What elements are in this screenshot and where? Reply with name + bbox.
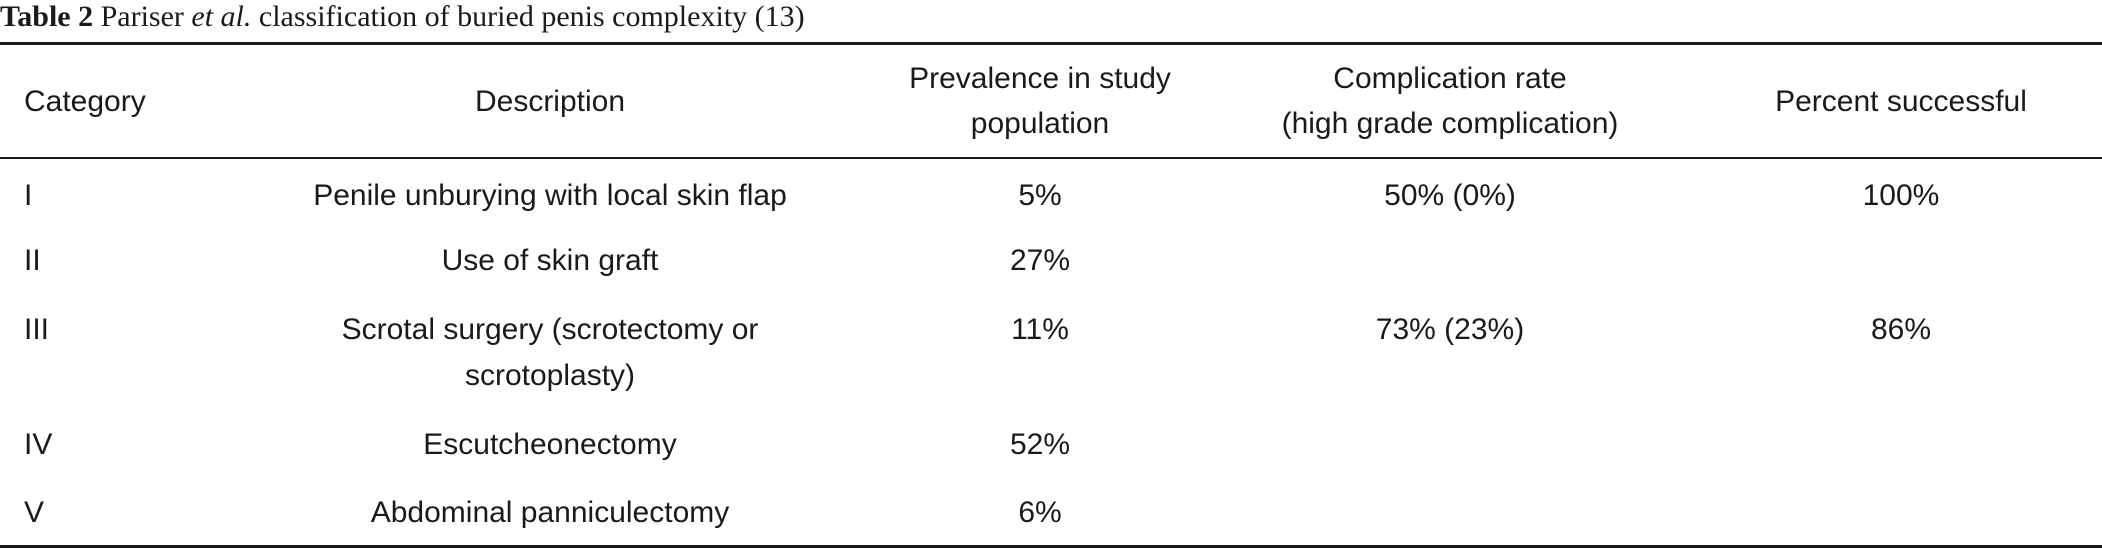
cell-success xyxy=(1700,226,2102,295)
cell-category: II xyxy=(24,244,41,277)
cell-description: Escutcheonectomy xyxy=(423,428,677,461)
header-complication: Complication rate (high grade complicatio… xyxy=(1200,45,1700,157)
cell-description: Penile unburying with local skin flap xyxy=(313,179,787,212)
table-row: III Scrotal surgery (scrotectomy or scrot… xyxy=(0,295,2102,410)
table-row: IV Escutcheonectomy 52% xyxy=(0,410,2102,478)
cell-complication: 73% (23%) xyxy=(1375,313,1525,346)
caption-text-before: Pariser xyxy=(93,0,192,33)
table-header-rule xyxy=(0,157,2102,159)
caption-italic: et al. xyxy=(191,0,252,33)
cell-category: IV xyxy=(24,428,53,461)
cell-prevalence: 52% xyxy=(1009,428,1071,461)
table-row: I Penile unburying with local skin flap … xyxy=(0,157,2102,226)
cell-category: V xyxy=(24,496,45,529)
cell-success: 100% xyxy=(1862,179,1940,212)
table-header-row: Category Description Prevalence in study… xyxy=(0,45,2102,157)
table-top-rule xyxy=(0,42,2102,45)
cell-prevalence: 11% xyxy=(1011,313,1069,346)
cell-success xyxy=(1700,410,2102,478)
caption-text-after: classification of buried penis complexit… xyxy=(251,0,805,33)
header-prevalence-line-1: Prevalence in study xyxy=(909,62,1171,95)
cell-description-line-2: scrotoplasty) xyxy=(464,359,636,392)
cell-complication xyxy=(1200,478,1700,547)
cell-success xyxy=(1700,478,2102,547)
header-prevalence: Prevalence in study population xyxy=(880,45,1200,157)
cell-description-line-1: Scrotal surgery (scrotectomy or xyxy=(341,313,759,346)
cell-description: Use of skin graft xyxy=(441,244,659,277)
classification-table: Category Description Prevalence in study… xyxy=(0,45,2102,547)
cell-description: Abdominal panniculectomy xyxy=(370,496,730,529)
cell-prevalence: 27% xyxy=(1009,244,1071,277)
cell-complication: 50% (0%) xyxy=(1384,179,1516,212)
cell-description: Scrotal surgery (scrotectomy or scrotopla… xyxy=(220,295,880,410)
header-description: Description xyxy=(474,84,626,118)
header-complication-line-2: (high grade complication) xyxy=(1281,107,1619,140)
cell-category: III xyxy=(24,313,50,346)
cell-prevalence: 6% xyxy=(1018,496,1062,529)
header-prevalence-line-2: population xyxy=(970,107,1110,140)
caption-label: Table 2 xyxy=(0,0,94,33)
table-row: V Abdominal panniculectomy 6% xyxy=(0,478,2102,547)
header-category: Category xyxy=(24,84,146,118)
cell-complication xyxy=(1200,226,1700,295)
cell-category: I xyxy=(24,179,33,212)
header-complication-line-1: Complication rate xyxy=(1333,62,1567,95)
cell-prevalence: 5% xyxy=(1018,179,1062,212)
table-row: II Use of skin graft 27% xyxy=(0,226,2102,295)
header-success: Percent successful xyxy=(1775,84,2027,118)
table-bottom-rule xyxy=(0,545,2102,548)
cell-complication xyxy=(1200,410,1700,478)
cell-success: 86% xyxy=(1870,313,1932,346)
table-caption: Table 2 Pariser et al. classification of… xyxy=(0,0,805,38)
